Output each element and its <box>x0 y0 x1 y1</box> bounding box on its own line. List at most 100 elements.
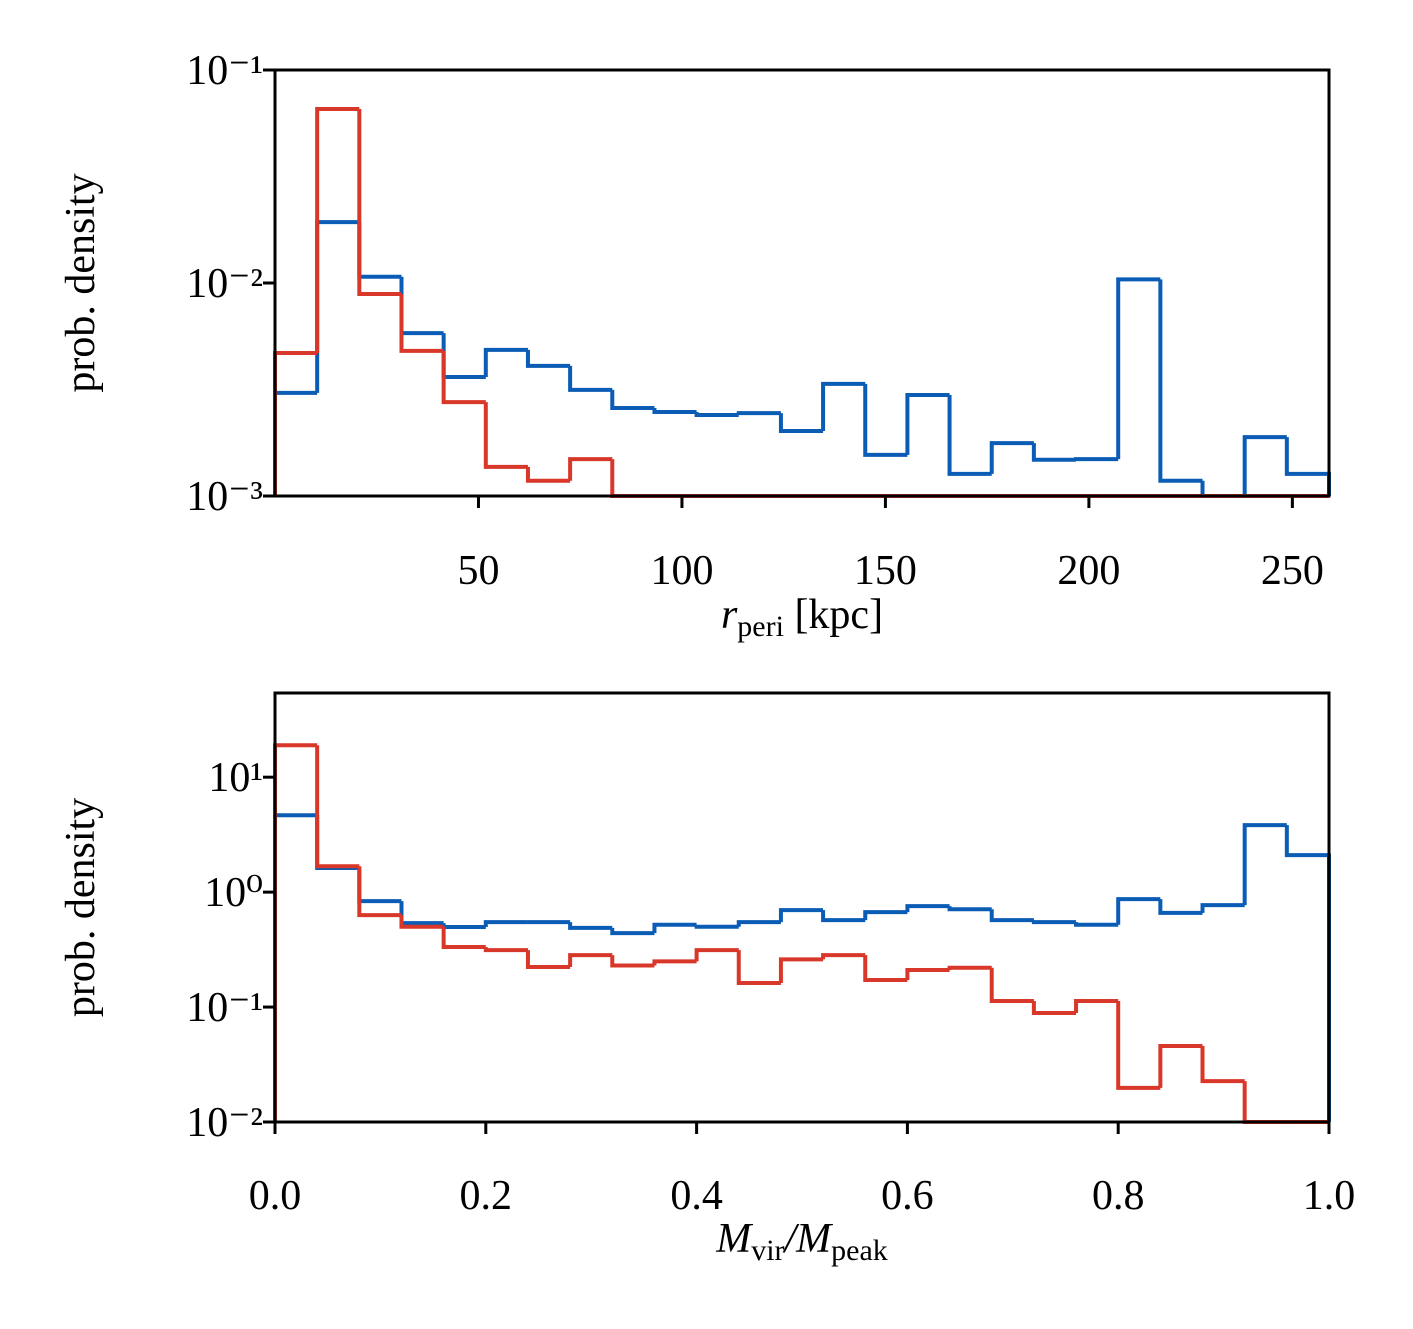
x-label-part: /M <box>783 1216 834 1262</box>
histogram-step <box>568 365 613 392</box>
histogram-step <box>357 866 402 918</box>
histogram-step <box>736 411 781 416</box>
histogram-step <box>1158 1044 1203 1088</box>
histogram-step <box>315 106 360 354</box>
histogram-step <box>273 743 318 1122</box>
x-tick-label: 0.4 <box>670 1173 723 1219</box>
histogram-step <box>863 383 908 457</box>
histogram-step <box>525 466 571 483</box>
panel: 10⁻³ 10⁻² 10⁻¹ 50 100 150 200 250 prob. density r… <box>58 48 1331 643</box>
y-tick-label: 10⁰ <box>204 870 263 916</box>
histogram-step <box>273 390 318 496</box>
x-tick-label: 0.2 <box>460 1173 513 1219</box>
histogram-step <box>441 926 486 950</box>
y-axis-label: prob. density <box>58 173 104 392</box>
x-tick-label: 200 <box>1057 548 1120 594</box>
histogram-step <box>821 910 866 923</box>
x-tick-label: 0.8 <box>1092 1173 1145 1219</box>
histogram-step <box>821 381 866 431</box>
histogram-step <box>273 813 318 1122</box>
histogram-step <box>989 967 1034 1003</box>
histogram-step <box>568 953 613 968</box>
histogram-step <box>568 922 613 930</box>
histogram-step <box>652 922 697 934</box>
histogram-step <box>399 276 444 336</box>
histogram-step <box>483 402 528 469</box>
x-tick-label: 0.6 <box>881 1173 934 1219</box>
histogram-step <box>441 333 486 379</box>
x-axis-label: Mvir/Mpeak <box>715 1216 888 1267</box>
histogram-step <box>1242 1081 1287 1124</box>
histogram-step <box>1074 922 1119 927</box>
histogram-step <box>610 389 655 410</box>
x-tick-label: 250 <box>1261 548 1324 594</box>
histogram-step <box>736 950 781 985</box>
histogram-step <box>525 349 571 368</box>
histogram-step <box>441 923 486 930</box>
histogram-step <box>1284 825 1331 1122</box>
x-label-part: r <box>721 592 738 638</box>
histogram-step <box>1031 920 1077 925</box>
histogram-step <box>694 948 739 962</box>
y-tick-label: 10⁻² <box>186 261 263 307</box>
histogram-step <box>1200 480 1245 498</box>
histogram-step <box>1158 899 1203 915</box>
histogram-step <box>1284 437 1331 496</box>
histogram-step <box>736 920 781 927</box>
histogram-step <box>1031 443 1077 462</box>
x-label-subscript: peri <box>737 610 784 643</box>
histogram-step <box>1031 1000 1077 1015</box>
histogram-step <box>441 350 486 405</box>
y-tick-label: 10⁻¹ <box>186 985 263 1031</box>
y-tick-label: 10⁻² <box>186 1100 263 1146</box>
histogram-step <box>1242 823 1287 906</box>
histogram-step <box>399 293 444 353</box>
histogram-step <box>357 868 402 904</box>
histogram-step <box>778 908 824 923</box>
x-axis-label: rperi [kpc] <box>721 592 883 643</box>
histogram-step <box>694 924 739 929</box>
x-label-part: M <box>715 1216 753 1262</box>
histogram-step <box>357 222 402 279</box>
histogram-step <box>863 955 908 982</box>
histogram-step <box>905 904 950 913</box>
histogram-step <box>1200 1046 1245 1084</box>
histogram-step <box>483 347 528 377</box>
histogram-step <box>399 901 444 926</box>
histogram-step <box>1200 903 1245 913</box>
x-label-subscript: peak <box>831 1234 888 1267</box>
panel: 10⁻² 10⁻¹ 10⁰ 10¹ 0.0 0.2 0.4 0.6 0.8 1.0 prob. de… <box>58 691 1356 1267</box>
histogram-step <box>778 413 824 433</box>
histogram-step <box>863 910 908 921</box>
histogram-step <box>652 407 697 414</box>
x-tick-label: 150 <box>854 548 917 594</box>
histogram-step <box>483 947 528 953</box>
y-axis-label: prob. density <box>58 798 104 1017</box>
y-tick-label: 10⁻¹ <box>186 48 263 94</box>
histogram-step <box>905 392 950 455</box>
x-tick-label: 1.0 <box>1303 1173 1356 1219</box>
x-label-subscript: vir <box>751 1234 784 1267</box>
histogram-step <box>483 920 528 928</box>
histogram-step <box>525 950 571 970</box>
plot-frame <box>273 691 1331 1124</box>
histogram-step <box>694 411 739 418</box>
histogram-step <box>1116 1000 1161 1090</box>
histogram-step <box>315 745 360 869</box>
histogram-step <box>568 457 613 481</box>
histogram-step <box>947 965 992 971</box>
histogram-step <box>1074 457 1119 462</box>
histogram-step <box>610 927 655 936</box>
x-tick-label: 0.0 <box>249 1173 302 1219</box>
histogram-step <box>610 955 655 968</box>
y-tick-label: 10⁻³ <box>186 474 263 520</box>
histogram-step <box>610 459 655 498</box>
x-tick-label: 100 <box>650 548 713 594</box>
histogram-step <box>1242 435 1287 496</box>
histogram-step <box>652 959 697 966</box>
histogram-step <box>357 108 402 296</box>
histogram-step <box>1116 277 1161 460</box>
histogram-step <box>399 915 444 929</box>
histogram-step <box>778 957 824 983</box>
